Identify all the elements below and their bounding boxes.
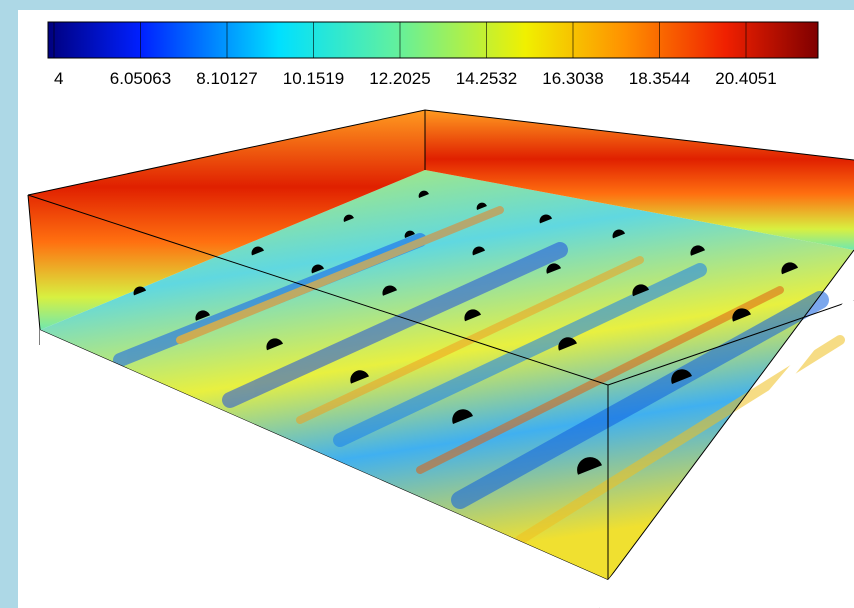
colorbar-label: 18.3544 — [629, 69, 690, 88]
colorbar-label: 8.10127 — [196, 69, 257, 88]
page: 4 6.05063 8.10127 10.1519 12.2025 14.2532 16.3… — [0, 0, 854, 608]
colorbar-label: 20.4051 — [715, 69, 776, 88]
colorbar-label: 16.3038 — [542, 69, 603, 88]
colorbar-label: 12.2025 — [369, 69, 430, 88]
visualization: 4 6.05063 8.10127 10.1519 12.2025 14.2532 16.3… — [0, 0, 854, 608]
colorbar-label: 6.05063 — [110, 69, 171, 88]
colorbar-label: 10.1519 — [283, 69, 344, 88]
colorbar-label: 14.2532 — [456, 69, 517, 88]
colorbar-label: 4 — [54, 69, 63, 88]
colorbar — [48, 22, 818, 58]
